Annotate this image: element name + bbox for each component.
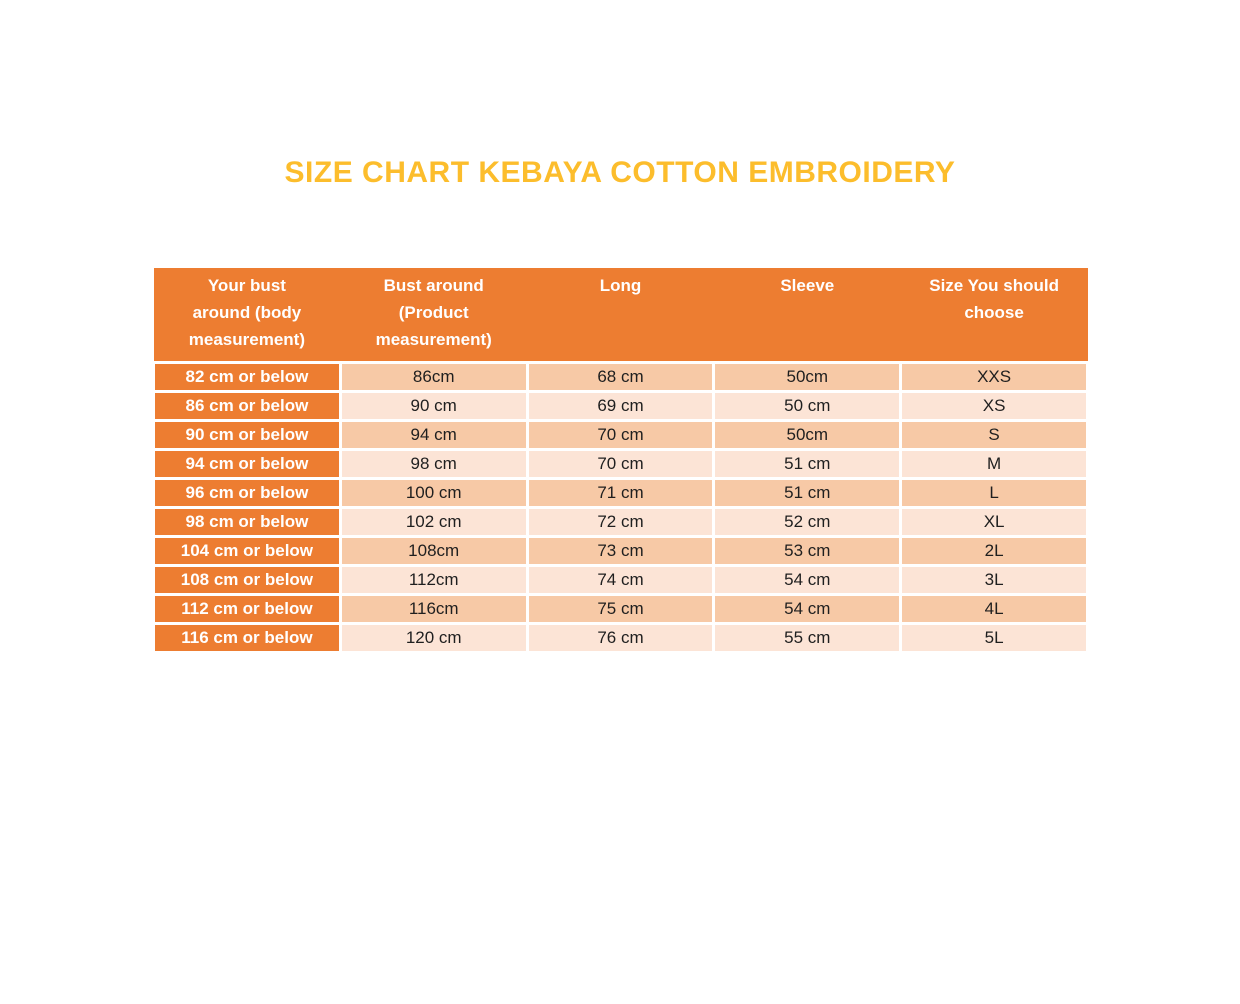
- size-chart-table: Your bust around (body measurement) Bust …: [152, 268, 1089, 654]
- data-cell: M: [899, 448, 1089, 480]
- data-cell: 50cm: [712, 361, 903, 393]
- table-row: 108 cm or below 112cm 74 cm 54 cm 3L: [152, 564, 1089, 596]
- data-cell: 100 cm: [338, 477, 529, 509]
- data-cell: 50cm: [712, 419, 903, 451]
- data-cell: 108cm: [338, 535, 529, 567]
- row-header-cell: 82 cm or below: [152, 361, 342, 393]
- data-cell: 98 cm: [338, 448, 529, 480]
- row-header-cell: 112 cm or below: [152, 593, 342, 625]
- data-cell: XL: [899, 506, 1089, 538]
- data-cell: 69 cm: [525, 390, 716, 422]
- table-row: 112 cm or below 116cm 75 cm 54 cm 4L: [152, 593, 1089, 625]
- data-cell: 94 cm: [338, 419, 529, 451]
- table-row: 98 cm or below 102 cm 72 cm 52 cm XL: [152, 506, 1089, 538]
- column-header: Long: [527, 268, 714, 364]
- table-header: Your bust around (body measurement) Bust …: [153, 268, 1088, 364]
- data-cell: 86cm: [338, 361, 529, 393]
- data-cell: 2L: [899, 535, 1089, 567]
- data-cell: 68 cm: [525, 361, 716, 393]
- data-cell: 51 cm: [712, 448, 903, 480]
- data-cell: 120 cm: [338, 622, 529, 654]
- data-cell: 54 cm: [712, 593, 903, 625]
- row-header-cell: 116 cm or below: [152, 622, 342, 654]
- table-row: 104 cm or below 108cm 73 cm 53 cm 2L: [152, 535, 1089, 567]
- size-table-body: 82 cm or below 86cm 68 cm 50cm XXS 86 cm or b…: [152, 361, 1089, 654]
- data-cell: 70 cm: [525, 448, 716, 480]
- data-cell: 52 cm: [712, 506, 903, 538]
- data-cell: 54 cm: [712, 564, 903, 596]
- data-cell: 3L: [899, 564, 1089, 596]
- data-cell: XS: [899, 390, 1089, 422]
- data-cell: 50 cm: [712, 390, 903, 422]
- row-header-cell: 96 cm or below: [152, 477, 342, 509]
- table-row: 90 cm or below 94 cm 70 cm 50cm S: [152, 419, 1089, 451]
- data-cell: 55 cm: [712, 622, 903, 654]
- row-header-cell: 98 cm or below: [152, 506, 342, 538]
- table-row: 82 cm or below 86cm 68 cm 50cm XXS: [152, 361, 1089, 393]
- data-cell: 102 cm: [338, 506, 529, 538]
- data-cell: L: [899, 477, 1089, 509]
- page-title: SIZE CHART KEBAYA COTTON EMBROIDERY: [284, 156, 956, 189]
- column-header: Your bust around (body measurement): [153, 268, 341, 364]
- column-header: Sleeve: [713, 268, 901, 364]
- column-header: Bust around (Product measurement): [340, 268, 528, 364]
- table-row: 94 cm or below 98 cm 70 cm 51 cm M: [152, 448, 1089, 480]
- column-header: Size You should choose: [900, 268, 1088, 364]
- data-cell: 71 cm: [525, 477, 716, 509]
- data-cell: 76 cm: [525, 622, 716, 654]
- data-cell: 51 cm: [712, 477, 903, 509]
- data-cell: S: [899, 419, 1089, 451]
- table-row: 96 cm or below 100 cm 71 cm 51 cm L: [152, 477, 1089, 509]
- row-header-cell: 86 cm or below: [152, 390, 342, 422]
- data-cell: 112cm: [338, 564, 529, 596]
- data-cell: 75 cm: [525, 593, 716, 625]
- data-cell: 4L: [899, 593, 1089, 625]
- data-cell: 70 cm: [525, 419, 716, 451]
- data-cell: 5L: [899, 622, 1089, 654]
- row-header-cell: 94 cm or below: [152, 448, 342, 480]
- data-cell: 74 cm: [525, 564, 716, 596]
- row-header-cell: 104 cm or below: [152, 535, 342, 567]
- data-cell: XXS: [899, 361, 1089, 393]
- data-cell: 73 cm: [525, 535, 716, 567]
- table-row: 86 cm or below 90 cm 69 cm 50 cm XS: [152, 390, 1089, 422]
- row-header-cell: 90 cm or below: [152, 419, 342, 451]
- row-header-cell: 108 cm or below: [152, 564, 342, 596]
- data-cell: 116cm: [338, 593, 529, 625]
- data-cell: 72 cm: [525, 506, 716, 538]
- data-cell: 90 cm: [338, 390, 529, 422]
- data-cell: 53 cm: [712, 535, 903, 567]
- table-row: 116 cm or below 120 cm 76 cm 55 cm 5L: [152, 622, 1089, 654]
- table-header-row: Your bust around (body measurement) Bust …: [153, 268, 1088, 364]
